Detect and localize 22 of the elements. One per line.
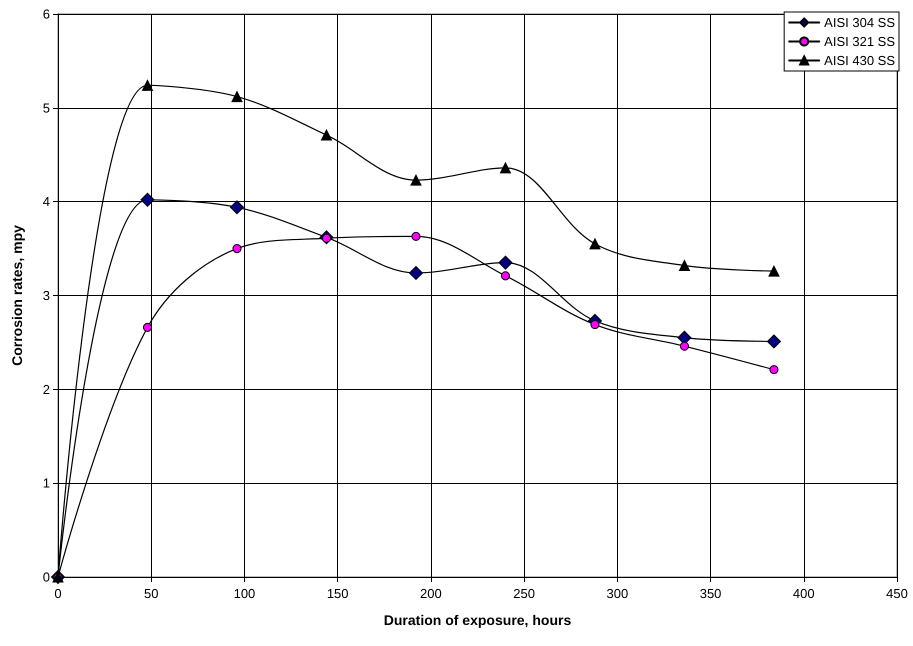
x-tick-label: 400 xyxy=(792,586,815,601)
y-tick-label: 5 xyxy=(42,100,50,116)
x-tick-label: 200 xyxy=(420,586,442,601)
x-axis-title: Duration of exposure, hours xyxy=(384,612,572,628)
y-axis-title: Corrosion rates, mpy xyxy=(9,224,25,366)
x-tick-label: 450 xyxy=(886,586,908,601)
x-tick-label: 350 xyxy=(700,586,722,601)
legend-label: AISI 430 SS xyxy=(824,53,896,68)
x-tick-label: 50 xyxy=(144,586,158,601)
legend-label: AISI 321 SS xyxy=(824,34,896,49)
y-tick-label: 0 xyxy=(42,570,50,584)
x-tick-label: 0 xyxy=(54,586,62,601)
y-tick-label: 4 xyxy=(42,194,50,210)
x-tick-label: 100 xyxy=(234,586,256,601)
x-tick-label: 300 xyxy=(606,586,628,601)
y-tick-label: 1 xyxy=(42,476,50,491)
y-tick-label: 3 xyxy=(42,288,50,303)
x-tick-label: 250 xyxy=(513,586,535,601)
y-tick-label: 2 xyxy=(42,382,50,397)
y-tick-label: 6 xyxy=(42,6,50,22)
x-tick-label: 150 xyxy=(326,586,349,601)
legend-label: AISI 304 SS xyxy=(824,15,896,30)
